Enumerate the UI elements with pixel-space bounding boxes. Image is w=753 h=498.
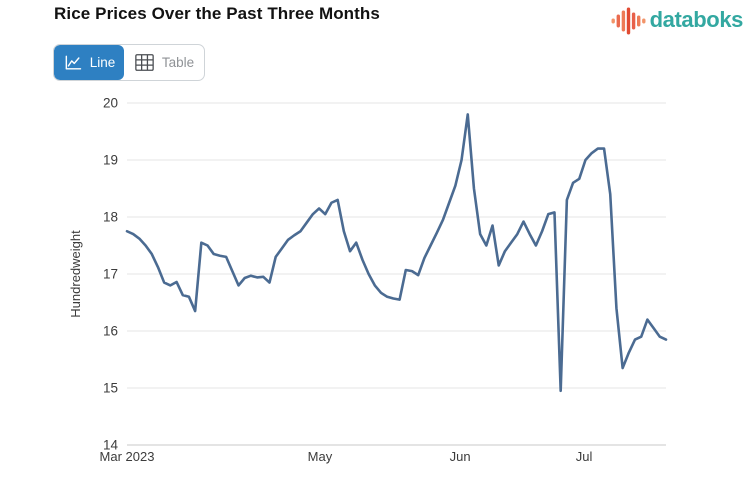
logo-bar: [636, 15, 641, 27]
y-tick-label: 15: [103, 381, 118, 396]
x-tick-label: Jun: [450, 449, 471, 464]
y-tick-label: 17: [103, 267, 118, 282]
line-view-button[interactable]: Line: [54, 45, 124, 80]
databoks-logo: databoks: [610, 5, 743, 35]
x-tick-label: May: [308, 449, 333, 464]
logo-bar: [611, 18, 615, 24]
logo-bar: [626, 7, 630, 35]
databoks-logo-icon: [611, 7, 646, 35]
y-tick-label: 14: [103, 438, 119, 453]
page-title: Rice Prices Over the Past Three Months: [54, 4, 380, 23]
view-toggle: Line Table: [53, 44, 205, 81]
price-line: [125, 113, 668, 393]
x-tick-label: Jul: [576, 449, 593, 464]
y-tick-label: 20: [103, 96, 118, 111]
logo-bar: [616, 14, 620, 28]
table-view-label: Table: [161, 55, 195, 70]
y-tick-label: 19: [103, 153, 118, 168]
databoks-logo-text: databoks: [649, 7, 744, 32]
table-view-button[interactable]: Table: [124, 45, 204, 80]
logo-bar: [641, 18, 646, 24]
table-icon: [135, 54, 154, 71]
line-view-label: Line: [89, 55, 116, 70]
y-tick-label: 18: [103, 210, 118, 225]
y-axis-title: Hundredweight: [68, 230, 83, 318]
x-tick-label: Mar 2023: [100, 449, 155, 464]
logo-bar: [621, 10, 625, 32]
y-tick-label: 16: [103, 324, 118, 339]
line-chart-icon: [65, 55, 81, 70]
logo-bar: [631, 12, 635, 30]
